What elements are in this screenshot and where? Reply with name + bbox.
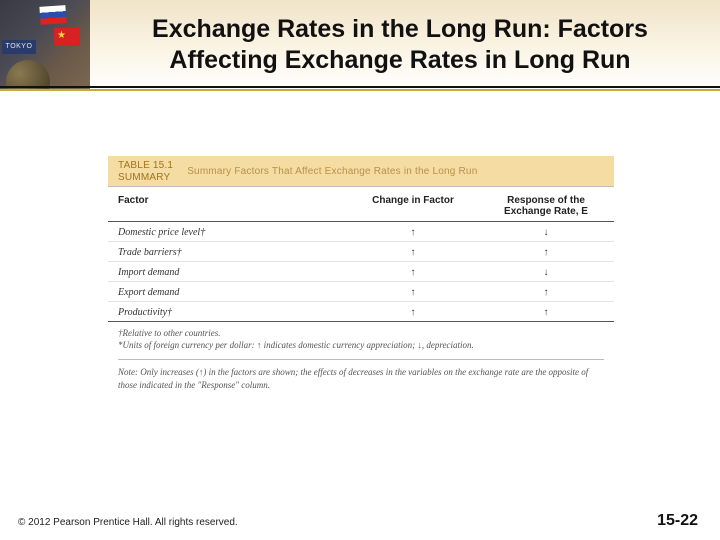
cell-response: ↑: [488, 307, 604, 318]
cell-change: ↑: [338, 287, 488, 298]
cell-response: ↓: [488, 227, 604, 238]
copyright: © 2012 Pearson Prentice Hall. All rights…: [18, 517, 238, 528]
table-row: Import demand↑↓: [108, 262, 614, 282]
table-caption-bar: TABLE 15.1 SUMMARY Summary Factors That …: [108, 156, 614, 186]
title-accent-rule: [0, 89, 720, 91]
cell-change: ↑: [338, 307, 488, 318]
cell-factor: Import demand: [118, 267, 338, 278]
footnote-relative: †Relative to other countries.: [118, 328, 604, 340]
flag-icon: [54, 28, 80, 46]
cell-response: ↑: [488, 247, 604, 258]
table-row: Trade barriers†↑↑: [108, 242, 614, 262]
flag-icon: [39, 5, 66, 25]
table-note: Note: Only increases (↑) in the factors …: [108, 360, 614, 398]
col-response: Response of the Exchange Rate, E: [488, 195, 604, 217]
cell-factor: Domestic price level†: [118, 227, 338, 238]
cell-change: ↑: [338, 267, 488, 278]
table-body: Domestic price level†↑↓Trade barriers†↑↑…: [108, 222, 614, 322]
title-line-2: Affecting Exchange Rates in Long Run: [169, 46, 630, 74]
page-number: 15-22: [657, 512, 698, 530]
table-row: Domestic price level†↑↓: [108, 222, 614, 242]
cell-change: ↑: [338, 227, 488, 238]
building-sign: TOKYO: [2, 40, 36, 54]
table-number: TABLE 15.1 SUMMARY: [118, 160, 173, 183]
table-header-row: Factor Change in Factor Response of the …: [108, 186, 614, 222]
col-factor: Factor: [118, 195, 338, 217]
title-rule: [0, 86, 720, 88]
cell-change: ↑: [338, 247, 488, 258]
col-change: Change in Factor: [338, 195, 488, 217]
title-line-1: Exchange Rates in the Long Run: Factors: [152, 15, 648, 43]
slide-title: Exchange Rates in the Long Run: Factors …: [100, 14, 700, 77]
cell-response: ↓: [488, 267, 604, 278]
summary-table: TABLE 15.1 SUMMARY Summary Factors That …: [108, 156, 614, 399]
table-caption: Summary Factors That Affect Exchange Rat…: [187, 166, 477, 177]
footnote-units: *Units of foreign currency per dollar: ↑…: [118, 340, 604, 352]
header-photo: TOKYO: [0, 0, 90, 90]
cell-factor: Export demand: [118, 287, 338, 298]
table-footnotes: †Relative to other countries. *Units of …: [108, 322, 614, 353]
cell-factor: Trade barriers†: [118, 247, 338, 258]
cell-response: ↑: [488, 287, 604, 298]
table-row: Export demand↑↑: [108, 282, 614, 302]
table-row: Productivity†↑↑: [108, 302, 614, 322]
cell-factor: Productivity†: [118, 307, 338, 318]
